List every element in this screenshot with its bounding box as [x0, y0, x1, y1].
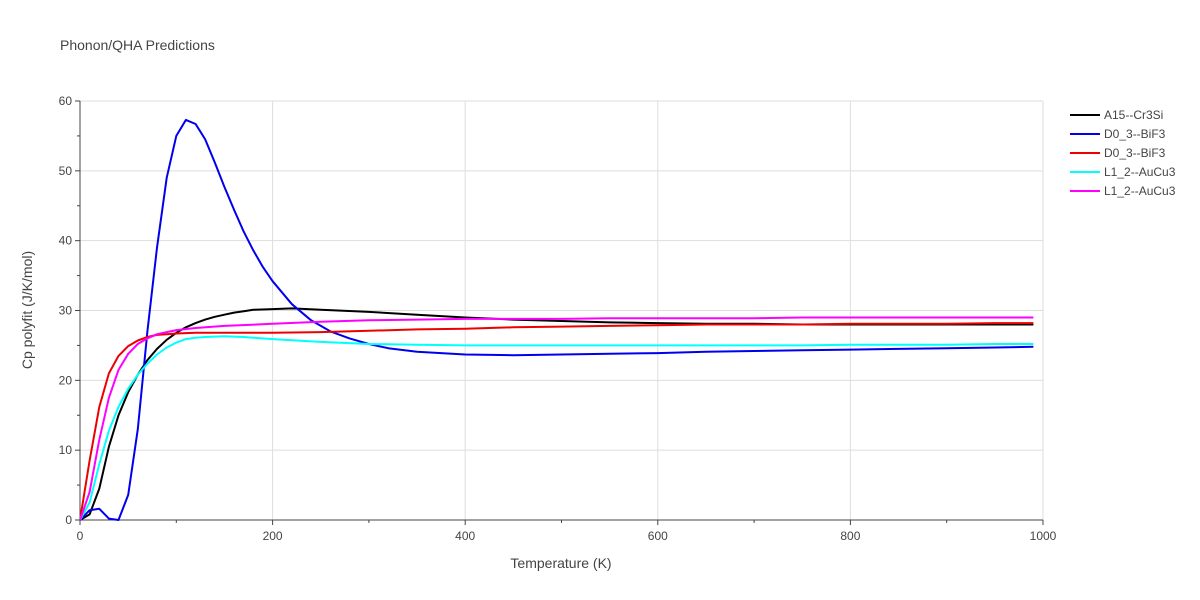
legend-item-5[interactable]: L1_2--AuCu3	[1070, 184, 1176, 198]
series-line-4	[80, 335, 1034, 521]
x-tick-label: 1000	[1030, 529, 1057, 543]
legend-label: A15--Cr3Si	[1104, 108, 1163, 122]
legend-label: D0_3--BiF3	[1104, 127, 1166, 141]
y-tick-label: 30	[59, 304, 73, 318]
x-axis-title: Temperature (K)	[510, 555, 611, 571]
legend-label: L1_2--AuCu3	[1104, 165, 1176, 179]
x-tick-label: 0	[77, 529, 84, 543]
series-line-3	[80, 322, 1034, 521]
legend-item-1[interactable]: A15--Cr3Si	[1070, 108, 1163, 122]
y-tick-label: 20	[59, 373, 73, 387]
x-tick-label: 400	[455, 529, 475, 543]
legend-label: D0_3--BiF3	[1104, 146, 1166, 160]
legend-item-3[interactable]: D0_3--BiF3	[1070, 146, 1166, 160]
legend-item-2[interactable]: D0_3--BiF3	[1070, 127, 1166, 141]
legend[interactable]: A15--Cr3Si D0_3--BiF3 D0_3--BiF3 L1_2--AuCu…	[1070, 108, 1176, 198]
legend-label: L1_2--AuCu3	[1104, 184, 1176, 198]
grid	[80, 100, 1044, 520]
y-tick-label: 0	[65, 513, 72, 527]
y-tick-label: 40	[59, 234, 73, 248]
y-tick-label: 10	[59, 443, 73, 457]
x-tick-label: 600	[648, 529, 668, 543]
y-tick-label: 60	[59, 94, 73, 108]
series-line-2	[80, 118, 1034, 521]
x-tick-label: 200	[263, 529, 283, 543]
series-line-1	[80, 307, 1034, 521]
chart-title: Phonon/QHA Predictions	[60, 37, 215, 53]
series-layer	[80, 118, 1034, 521]
legend-item-4[interactable]: L1_2--AuCu3	[1070, 165, 1176, 179]
axes: 0 200 400 600 800 1000 0 10 20 30 40 50 60	[59, 94, 1057, 543]
x-tick-label: 800	[840, 529, 860, 543]
y-tick-label: 50	[59, 164, 73, 178]
series-line-5	[80, 316, 1034, 521]
y-axis-title: Cp polyfit (J/K/mol)	[19, 251, 35, 369]
